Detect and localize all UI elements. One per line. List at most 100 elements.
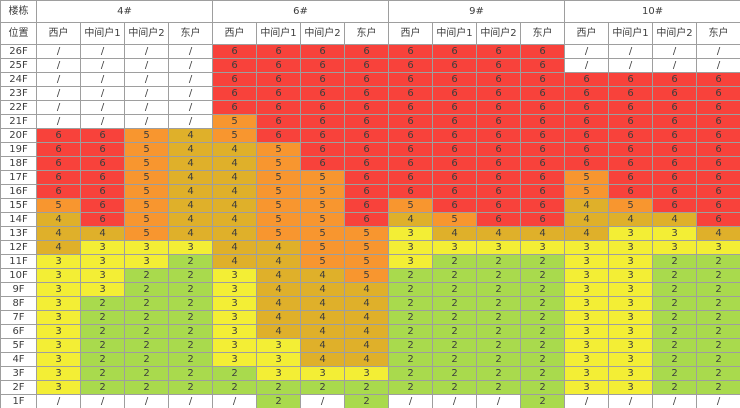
value-cell: 6 xyxy=(520,170,565,185)
value-cell: 6 xyxy=(300,58,345,73)
value-cell: 3 xyxy=(388,254,433,269)
floor-label: 3F xyxy=(0,366,37,381)
value-cell: 6 xyxy=(212,58,257,73)
value-cell: 4 xyxy=(168,156,213,171)
value-cell: 3 xyxy=(564,310,609,325)
value-cell: 6 xyxy=(388,86,433,101)
value-cell: 2 xyxy=(520,352,565,367)
value-cell: 3 xyxy=(608,366,653,381)
value-cell: 4 xyxy=(300,338,345,353)
value-cell: 6 xyxy=(652,128,697,143)
value-cell: 6 xyxy=(256,86,301,101)
value-cell: 5 xyxy=(36,198,81,213)
value-cell: 4 xyxy=(168,142,213,157)
value-cell: 2 xyxy=(432,338,477,353)
value-cell: 2 xyxy=(695,352,740,367)
value-cell: 2 xyxy=(168,296,213,311)
value-cell: 3 xyxy=(608,282,653,297)
value-cell: 2 xyxy=(520,268,565,283)
value-cell: 6 xyxy=(520,212,565,227)
value-cell: 3 xyxy=(608,380,653,395)
empty-cell: / xyxy=(36,114,81,129)
value-cell: 2 xyxy=(432,254,477,269)
value-cell: 5 xyxy=(432,212,477,227)
value-cell: 2 xyxy=(80,310,125,325)
empty-cell: / xyxy=(36,394,81,408)
unit-header: 东户 xyxy=(168,22,213,45)
value-cell: 6 xyxy=(432,128,477,143)
building-header-6: 6# xyxy=(212,0,389,23)
value-cell: 2 xyxy=(432,310,477,325)
value-cell: 2 xyxy=(124,366,169,381)
value-cell: 2 xyxy=(652,268,697,283)
value-cell: 6 xyxy=(388,72,433,87)
table-row: 2F 3 2 2 2 2 2 2 2 2 2 2 2 3 3 2 2 xyxy=(0,380,740,395)
value-cell: 3 xyxy=(564,366,609,381)
value-cell: 6 xyxy=(256,114,301,129)
value-cell: 2 xyxy=(695,296,740,311)
floor-label: 17F xyxy=(0,170,37,185)
empty-cell: / xyxy=(608,58,653,73)
value-cell: 6 xyxy=(564,100,609,115)
value-cell: 6 xyxy=(256,44,301,59)
value-cell: 5 xyxy=(124,184,169,199)
empty-cell: / xyxy=(168,394,213,408)
value-cell: 2 xyxy=(695,366,740,381)
value-cell: 3 xyxy=(608,310,653,325)
table-row: 9F 3 3 2 2 3 4 4 4 2 2 2 2 3 3 2 2 xyxy=(0,282,740,297)
corner-building-label: 楼栋 xyxy=(0,0,37,23)
value-cell: 5 xyxy=(344,240,389,255)
unit-header: 中间户2 xyxy=(300,22,345,45)
value-cell: 6 xyxy=(564,128,609,143)
value-cell: 3 xyxy=(80,254,125,269)
empty-cell: / xyxy=(168,100,213,115)
floor-label: 14F xyxy=(0,212,37,227)
value-cell: 6 xyxy=(300,128,345,143)
value-cell: 6 xyxy=(388,44,433,59)
value-cell: 6 xyxy=(432,100,477,115)
value-cell: 6 xyxy=(300,142,345,157)
value-cell: 2 xyxy=(80,352,125,367)
value-cell: 3 xyxy=(432,240,477,255)
value-cell: 5 xyxy=(256,156,301,171)
value-cell: 3 xyxy=(36,268,81,283)
floor-label: 6F xyxy=(0,324,37,339)
table-row: 16F 6 6 5 4 4 5 5 6 6 6 6 6 5 6 6 6 xyxy=(0,184,740,199)
value-cell: 4 xyxy=(256,268,301,283)
value-cell: 2 xyxy=(520,366,565,381)
value-cell: 4 xyxy=(344,324,389,339)
value-cell: 6 xyxy=(476,212,521,227)
empty-cell: / xyxy=(124,100,169,115)
value-cell: 6 xyxy=(695,156,740,171)
value-cell: 2 xyxy=(652,310,697,325)
value-cell: 3 xyxy=(124,254,169,269)
value-cell: 6 xyxy=(564,114,609,129)
value-cell: 6 xyxy=(564,86,609,101)
value-cell: 3 xyxy=(212,338,257,353)
value-cell: 4 xyxy=(36,240,81,255)
value-cell: 6 xyxy=(520,114,565,129)
empty-cell: / xyxy=(476,394,521,408)
value-cell: 6 xyxy=(212,86,257,101)
value-cell: 2 xyxy=(300,380,345,395)
value-cell: 6 xyxy=(652,100,697,115)
value-cell: 3 xyxy=(608,338,653,353)
value-cell: 5 xyxy=(256,184,301,199)
value-cell: 5 xyxy=(256,198,301,213)
floor-label: 23F xyxy=(0,86,37,101)
value-cell: 6 xyxy=(344,128,389,143)
value-cell: 4 xyxy=(212,198,257,213)
floor-label: 20F xyxy=(0,128,37,143)
value-cell: 5 xyxy=(608,198,653,213)
value-cell: 3 xyxy=(564,240,609,255)
value-cell: 6 xyxy=(652,72,697,87)
table-row: 3F 3 2 2 2 2 3 3 3 2 2 2 2 3 3 2 2 xyxy=(0,366,740,381)
empty-cell: / xyxy=(168,86,213,101)
value-cell: 4 xyxy=(36,226,81,241)
unit-header: 东户 xyxy=(695,22,740,45)
value-cell: 6 xyxy=(388,170,433,185)
floor-label: 10F xyxy=(0,268,37,283)
value-cell: 4 xyxy=(212,184,257,199)
value-cell: 2 xyxy=(695,254,740,269)
value-cell: 6 xyxy=(344,100,389,115)
